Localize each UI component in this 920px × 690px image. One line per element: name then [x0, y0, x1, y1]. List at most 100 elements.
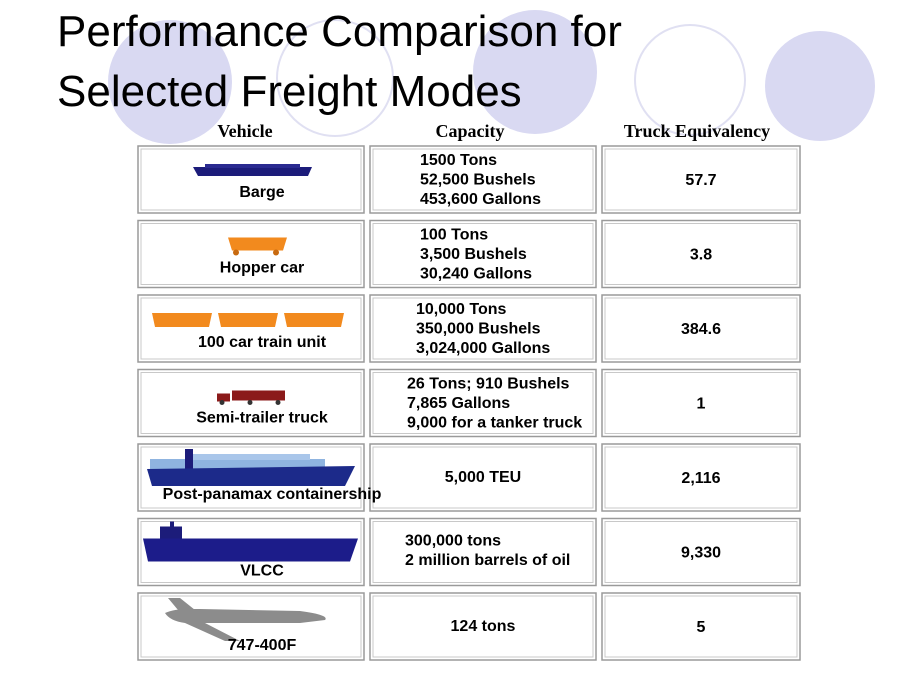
decor-circle [276, 19, 394, 137]
cell-box-inner [372, 446, 594, 509]
cell-box [601, 517, 801, 587]
capacity-cell: 10,000 Tons 350,000 Bushels 3,024,000 Gall… [416, 301, 550, 357]
cell-box [137, 368, 365, 438]
capacity-cell: 26 Tons; 910 Bushels 7,865 Gallons 9,000 f… [407, 376, 582, 432]
decor-circle [473, 10, 597, 134]
train-car-icon [284, 313, 344, 327]
capacity-line: 300,000 tons [405, 533, 501, 550]
cell-box-inner [140, 297, 362, 360]
decor-circle [765, 31, 875, 141]
capacity-line: 9,000 for a tanker truck [407, 415, 582, 432]
wheel [219, 400, 225, 405]
vehicle-label: 747-400F [228, 637, 297, 654]
capacity-line: 100 Tons [420, 227, 488, 244]
cell-box-inner [140, 223, 362, 285]
barge-icon [193, 167, 312, 176]
table-row: Semi-trailer truck 26 Tons; 910 Bushels 7,… [137, 368, 801, 438]
cell-box-inner [372, 595, 594, 658]
table-row: 747-400F 124 tons 5 [137, 592, 801, 661]
capacity-cell: 1500 Tons 52,500 Bushels 453,600 Gallons [420, 152, 541, 208]
cell-box [137, 294, 365, 363]
capacity-line: 2 million barrels of oil [405, 552, 570, 569]
capacity-line: 350,000 Bushels [416, 321, 541, 338]
column-header: Vehicle [217, 121, 272, 141]
cell-box-inner [372, 148, 594, 211]
containers-icon [190, 454, 310, 460]
table-row: Barge 1500 Tons 52,500 Bushels 453,600 Gall… [137, 145, 801, 214]
hull-icon [143, 538, 358, 562]
wheel [247, 400, 253, 405]
table-row: Post-panamax containership 5,000 TEU 2,116 [137, 443, 801, 512]
hull-icon [147, 466, 355, 486]
cell-box [601, 219, 801, 289]
truck-cab-icon [217, 393, 230, 402]
hopper-icon [228, 237, 287, 251]
decor-circles [108, 10, 875, 144]
capacity-line: 7,865 Gallons [407, 395, 510, 412]
wheel [275, 400, 281, 405]
barge-icon [205, 164, 300, 168]
mast-icon [170, 521, 174, 530]
truck-trailer-icon [232, 390, 285, 401]
cell-box-inner [372, 372, 594, 434]
cell-box [369, 219, 597, 289]
capacity-line: 30,240 Gallons [420, 266, 532, 283]
vehicle-label: Hopper car [220, 260, 304, 277]
vehicle-label: Post-panamax containership [163, 486, 382, 503]
cell-box [369, 443, 597, 512]
cell-box [601, 294, 801, 363]
equivalency-value: 3.8 [690, 247, 712, 264]
title-line: Performance Comparison for [57, 7, 622, 56]
cell-box-inner [604, 595, 798, 658]
capacity-cell: 5,000 TEU [445, 469, 521, 486]
cell-box [369, 517, 597, 587]
cell-box-inner [140, 521, 362, 583]
capacity-line: 453,600 Gallons [420, 191, 541, 208]
cell-box [137, 145, 365, 214]
cell-box-inner [604, 148, 798, 211]
column-header: Truck Equivalency [624, 121, 770, 141]
cell-box [601, 443, 801, 512]
vehicle-label: VLCC [240, 563, 284, 580]
cell-box [601, 368, 801, 438]
vehicle-label: Barge [239, 184, 284, 201]
cell-box-inner [604, 372, 798, 434]
equivalency-value: 57.7 [685, 172, 716, 189]
table-row: 100 car train unit 10,000 Tons 350,000 Bus… [137, 294, 801, 363]
equivalency-value: 1 [697, 396, 706, 413]
train-car-icon [218, 313, 278, 327]
bridge-icon [185, 449, 193, 471]
vehicle-label: 100 car train unit [198, 334, 327, 351]
train-car-icon [152, 313, 212, 327]
equivalency-value: 384.6 [681, 321, 721, 338]
capacity-line: 3,024,000 Gallons [416, 340, 550, 357]
cell-box-inner [140, 372, 362, 434]
equivalency-value: 5 [697, 619, 706, 636]
cell-box-inner [372, 297, 594, 360]
wheel [233, 249, 239, 256]
capacity-line: 3,500 Bushels [420, 246, 527, 263]
containers-icon [150, 459, 325, 469]
cell-box [369, 294, 597, 363]
table-row: Hopper car 100 Tons 3,500 Bushels 30,240 Ga… [137, 219, 801, 289]
decor-circle [108, 20, 232, 144]
equivalency-value: 2,116 [681, 470, 720, 487]
wheel [273, 249, 279, 256]
cell-box [601, 592, 801, 661]
cell-box-inner [140, 148, 362, 211]
capacity-line: 1500 Tons [420, 152, 497, 169]
column-header: Capacity [436, 121, 505, 141]
cell-box [601, 145, 801, 214]
cell-box-inner [604, 297, 798, 360]
airplane-icon [165, 598, 326, 641]
cell-box [369, 368, 597, 438]
capacity-line: 5,000 TEU [445, 469, 521, 486]
capacity-cell: 124 tons [451, 618, 516, 635]
cell-box-inner [604, 521, 798, 583]
superstructure-icon [160, 526, 182, 541]
cell-box-inner [140, 595, 362, 658]
capacity-line: 52,500 Bushels [420, 172, 536, 189]
cell-box [369, 145, 597, 214]
vehicle-label: Semi-trailer truck [196, 410, 328, 427]
capacity-line: 26 Tons; 910 Bushels [407, 376, 570, 393]
